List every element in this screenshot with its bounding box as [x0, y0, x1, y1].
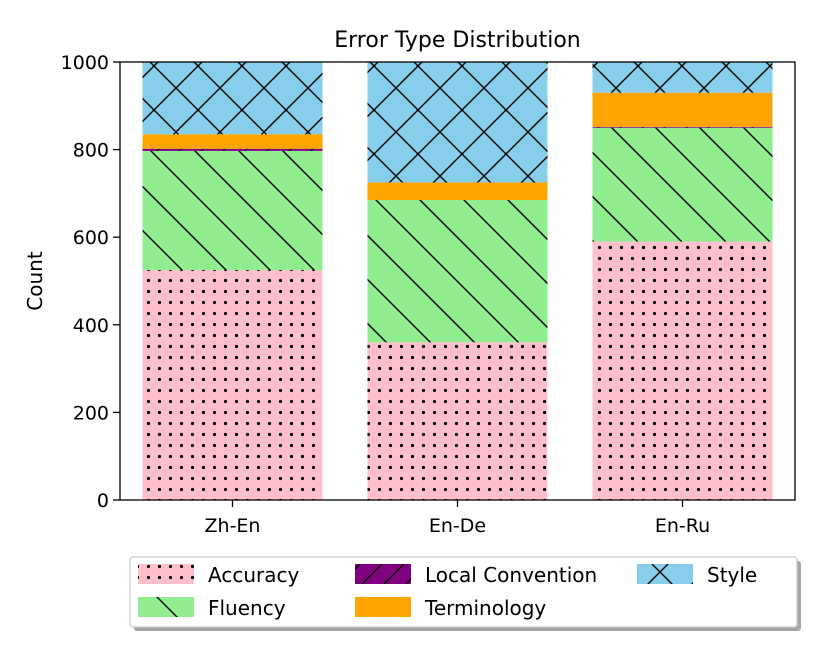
bar-en-de-fluency	[367, 199, 548, 343]
bar-en-ru-terminology	[592, 92, 773, 127]
bar-hatch	[367, 62, 548, 183]
legend-label: Local Convention	[425, 563, 597, 587]
bar-zh-en-accuracy	[142, 270, 323, 500]
bar-fill	[142, 134, 323, 149]
bar-en-de-terminology	[367, 182, 548, 200]
axes-layer: 0 200 400 600 800 1000 Zh-En En-De En-Ru	[61, 52, 711, 537]
bar-hatch	[592, 127, 773, 242]
x-tick-label: En-Ru	[655, 515, 710, 537]
legend-item-terminology: Terminology	[355, 596, 546, 620]
y-tick-label: 200	[73, 402, 109, 424]
legend-item-local-convention: Local Convention	[355, 563, 597, 587]
y-tick-label: 800	[73, 140, 109, 162]
bar-hatch	[142, 150, 323, 271]
bar-hatch	[592, 126, 773, 128]
bar-en-ru-style	[592, 62, 773, 93]
bar-hatch	[142, 62, 323, 135]
y-axis-label: Count	[23, 251, 47, 311]
bar-fill	[592, 92, 773, 127]
bar-en-ru-accuracy	[592, 241, 773, 500]
legend-item-fluency: Fluency	[138, 596, 286, 620]
legend-label: Style	[707, 563, 757, 587]
legend-label: Fluency	[208, 596, 286, 620]
bar-hatch	[142, 148, 323, 151]
legend-swatch-hatch	[138, 597, 194, 617]
y-tick-label: 600	[73, 227, 109, 249]
bar-zh-en-terminology	[142, 134, 323, 149]
bar-hatch	[592, 241, 773, 500]
y-tick-label: 400	[73, 315, 109, 337]
bar-fill	[367, 182, 548, 200]
bar-en-ru-local-convention	[592, 126, 773, 128]
legend-box	[129, 556, 798, 628]
bar-en-ru-fluency	[592, 127, 773, 242]
legend-item-accuracy: Accuracy	[138, 563, 299, 587]
bar-zh-en-fluency	[142, 150, 323, 271]
bars-layer	[142, 62, 773, 500]
bar-zh-en-style	[142, 62, 323, 135]
legend: Accuracy Local Convention Style Fluency Term…	[129, 556, 801, 631]
legend-swatch-hatch	[637, 564, 693, 584]
bar-hatch	[367, 199, 548, 343]
bar-en-de-accuracy	[367, 342, 548, 500]
bar-zh-en-local-convention	[142, 148, 323, 151]
legend-swatch-hatch	[355, 564, 411, 584]
bar-en-de-style	[367, 62, 548, 183]
chart-title: Error Type Distribution	[334, 28, 581, 53]
legend-swatch	[355, 597, 411, 617]
x-tick-label: Zh-En	[205, 515, 261, 537]
bar-hatch	[367, 342, 548, 500]
x-tick-label: En-De	[429, 515, 486, 537]
legend-item-style: Style	[637, 563, 757, 587]
legend-label: Accuracy	[208, 563, 299, 587]
legend-label: Terminology	[424, 596, 546, 620]
legend-swatch-hatch	[138, 564, 194, 584]
y-tick-label: 1000	[61, 52, 109, 74]
y-tick-label: 0	[97, 490, 109, 512]
bar-hatch	[142, 270, 323, 500]
bar-hatch	[592, 62, 773, 93]
